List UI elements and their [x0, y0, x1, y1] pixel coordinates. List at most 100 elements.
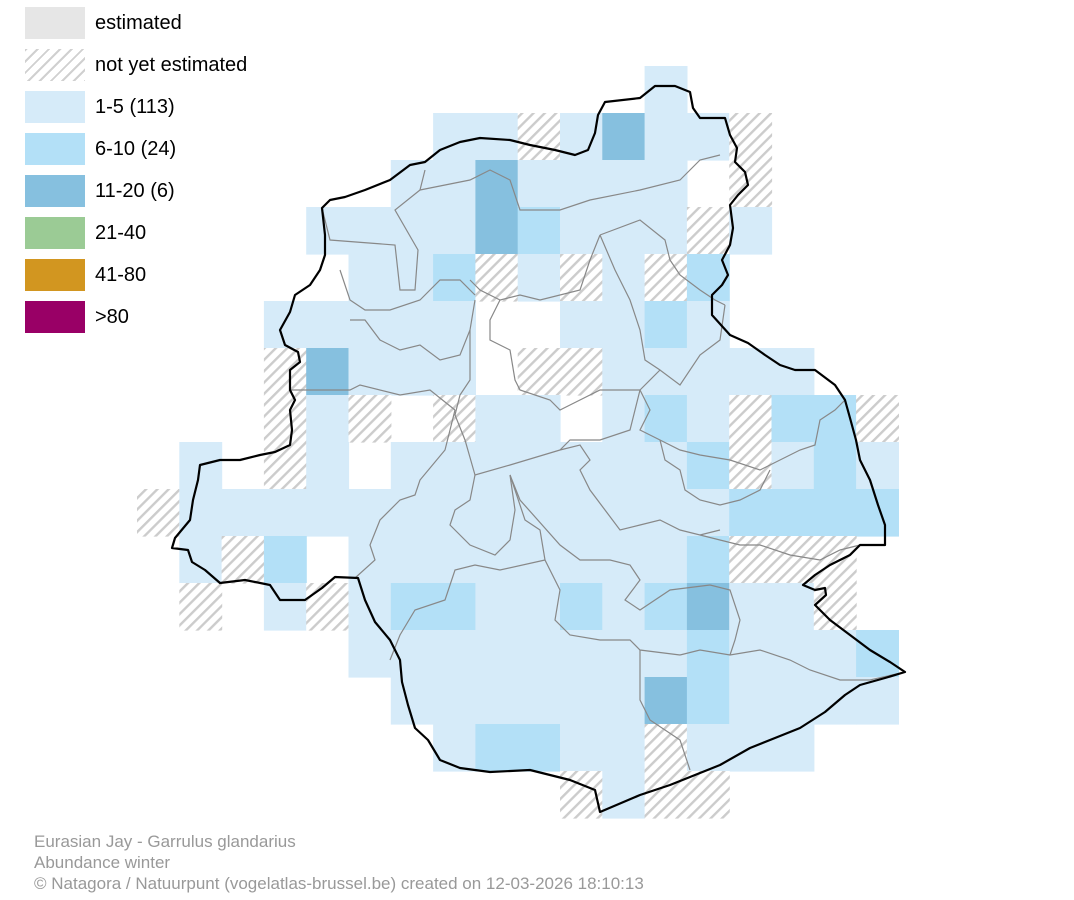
district-boundaries	[290, 154, 906, 771]
grid-cell	[433, 724, 476, 772]
grid-cell	[475, 489, 519, 537]
legend-label: estimated	[95, 12, 182, 34]
species-name: Eurasian Jay - Garrulus glandarius	[34, 832, 296, 851]
map-caption: Eurasian Jay - Garrulus glandarius Abund…	[34, 831, 644, 894]
legend-swatch	[25, 133, 85, 165]
grid-cell-not-estimated	[729, 442, 773, 490]
grid-cell	[686, 677, 730, 725]
grid-cell	[813, 677, 857, 725]
grid-cell	[517, 677, 561, 725]
grid-cell	[686, 442, 730, 490]
grid-cell	[686, 536, 730, 584]
grid-cell	[263, 583, 307, 631]
grid-cell	[306, 395, 350, 443]
grid-cell	[560, 207, 603, 255]
grid-cell	[517, 536, 561, 584]
grid-cell	[644, 489, 688, 537]
grid-cells	[137, 66, 899, 819]
grid-cell	[433, 301, 476, 349]
grid-cell	[348, 207, 392, 255]
grid-cell	[729, 583, 773, 631]
grid-cell	[644, 677, 688, 725]
grid-cell	[263, 301, 307, 349]
grid-cell	[475, 724, 519, 772]
grid-cell	[517, 724, 561, 772]
grid-cell-not-estimated	[517, 348, 561, 396]
grid-cell	[644, 536, 688, 584]
grid-cell	[263, 489, 307, 537]
grid-cell	[179, 489, 223, 537]
legend-label: 41-80	[95, 264, 147, 286]
grid-cell-not-estimated	[856, 395, 899, 443]
grid-cell	[602, 207, 646, 255]
grid-cell	[602, 348, 646, 396]
grid-cell-not-estimated	[729, 395, 773, 443]
grid-cell	[348, 301, 392, 349]
grid-cell	[475, 677, 519, 725]
grid-cell-not-estimated	[137, 489, 180, 537]
legend-swatch	[25, 301, 85, 333]
legend-label: >80	[95, 306, 129, 328]
grid-cell	[729, 677, 773, 725]
grid-cell	[560, 677, 603, 725]
grid-cell	[475, 536, 519, 584]
grid-cell	[602, 160, 646, 208]
grid-cell	[517, 630, 561, 678]
grid-cell	[813, 630, 857, 678]
map-subtitle: Abundance winter	[34, 853, 171, 872]
legend-label: 6-10 (24)	[95, 138, 177, 160]
grid-cell-not-estimated	[263, 348, 307, 396]
grid-cell	[602, 583, 646, 631]
legend-label: not yet estimated	[95, 54, 248, 76]
grid-cell	[644, 348, 688, 396]
grid-cell-not-estimated	[644, 771, 688, 819]
grid-cell	[729, 207, 773, 255]
grid-cell	[560, 583, 603, 631]
grid-cell	[686, 489, 730, 537]
grid-cell	[686, 583, 730, 631]
grid-cell	[433, 536, 476, 584]
grid-cell	[602, 442, 646, 490]
grid-cell	[686, 348, 730, 396]
grid-cell	[433, 254, 476, 302]
grid-cell	[433, 630, 476, 678]
grid-cell	[602, 724, 646, 772]
grid-cell-not-estimated	[517, 113, 561, 161]
grid-cell-not-estimated	[729, 160, 773, 208]
grid-cell	[560, 724, 603, 772]
grid-cell	[390, 536, 434, 584]
grid-cell	[517, 254, 561, 302]
legend-swatch	[25, 217, 85, 249]
credit-line: © Natagora / Natuurpunt (vogelatlas-brus…	[34, 874, 644, 893]
grid-cell	[517, 442, 561, 490]
grid-cell	[221, 489, 265, 537]
grid-cell-not-estimated	[686, 771, 730, 819]
grid-cell	[602, 254, 646, 302]
grid-cell-not-estimated	[560, 254, 603, 302]
grid-cell	[390, 301, 434, 349]
grid-cell	[644, 583, 688, 631]
grid-cell	[306, 442, 350, 490]
grid-cell	[433, 160, 476, 208]
legend-swatch	[25, 91, 85, 123]
grid-cell-not-estimated	[475, 254, 519, 302]
grid-cell	[644, 301, 688, 349]
grid-cell	[433, 442, 476, 490]
grid-cell	[771, 348, 815, 396]
grid-cell	[390, 160, 434, 208]
grid-cell	[856, 489, 899, 537]
legend-label: 21-40	[95, 222, 147, 244]
grid-cell	[390, 442, 434, 490]
grid-cell-not-estimated	[771, 536, 815, 584]
grid-cell	[729, 489, 773, 537]
grid-cell	[348, 536, 392, 584]
legend-swatch	[25, 7, 85, 39]
grid-cell	[517, 395, 561, 443]
grid-cell	[602, 113, 646, 161]
legend-label: 1-5 (113)	[95, 96, 175, 118]
grid-cell-not-estimated	[221, 536, 265, 584]
grid-cell	[475, 395, 519, 443]
grid-cell	[306, 301, 350, 349]
grid-cell	[686, 301, 730, 349]
brussels-region-outline	[170, 84, 907, 814]
